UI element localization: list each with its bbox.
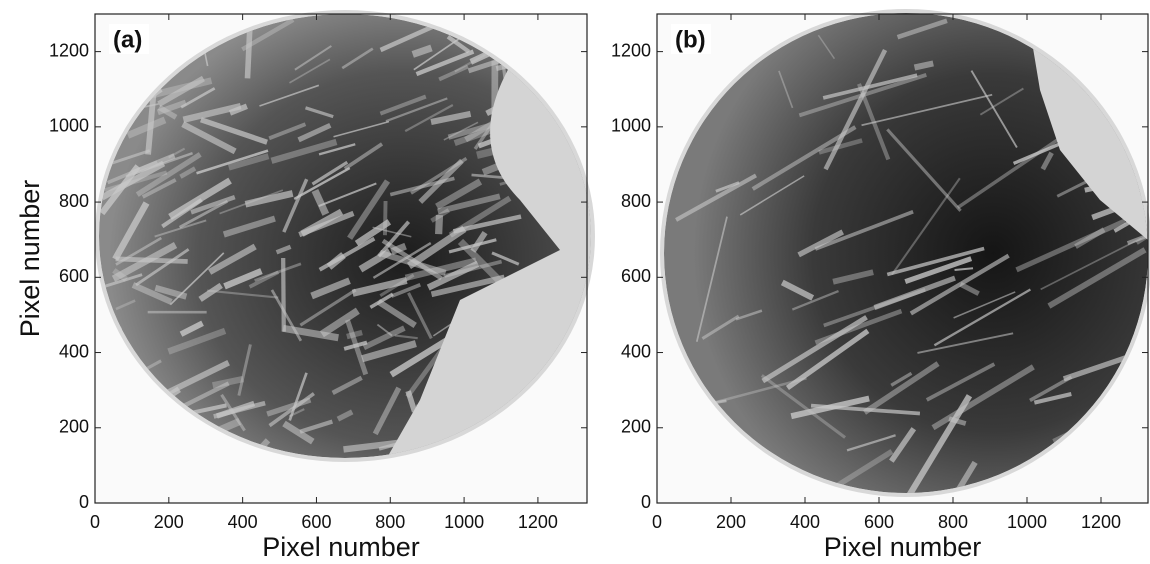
x-tick-label: 0 [90, 512, 100, 532]
y-tick-label: 1200 [611, 40, 651, 60]
y-tick-label: 1000 [611, 116, 651, 136]
crystal [914, 63, 933, 67]
crystal [439, 215, 440, 234]
y-tick-label: 800 [621, 191, 651, 211]
x-axis-label: Pixel number [262, 532, 420, 562]
y-tick-label: 0 [79, 492, 89, 512]
crystal [385, 201, 386, 235]
figure: 0 200 400 600 800 1000 1200 0 200 400 600 800 1000 12… [0, 0, 1150, 564]
y-tick-label: 1000 [49, 116, 89, 136]
crystal [283, 258, 284, 332]
y-tick-label: 200 [621, 417, 651, 437]
crystal [389, 1, 419, 15]
x-tick-label: 800 [375, 512, 405, 532]
x-tick-label: 0 [652, 512, 662, 532]
x-tick-label: 1000 [1007, 512, 1047, 532]
y-tick-label: 0 [641, 492, 651, 512]
x-tick-label: 200 [154, 512, 184, 532]
x-tick-label: 1000 [444, 512, 484, 532]
x-tick-label: 800 [938, 512, 968, 532]
x-tick-label: 600 [864, 512, 894, 532]
y-tick-label: 600 [621, 266, 651, 286]
y-tick-label: 200 [59, 417, 89, 437]
crystal [347, 333, 362, 337]
x-tick-label: 600 [301, 512, 331, 532]
panel-label: (a) [113, 26, 142, 53]
y-tick-label: 400 [59, 341, 89, 361]
y-tick-label: 1200 [49, 40, 89, 60]
x-tick-label: 400 [228, 512, 258, 532]
panel-label: (b) [675, 26, 706, 53]
x-tick-label: 1200 [518, 512, 558, 532]
x-tick-label: 1200 [1081, 512, 1121, 532]
y-axis-label: Pixel number [15, 180, 45, 338]
y-tick-label: 800 [59, 191, 89, 211]
x-tick-label: 400 [790, 512, 820, 532]
x-tick-label: 200 [716, 512, 746, 532]
crystal [39, 449, 104, 477]
y-tick-label: 600 [59, 266, 89, 286]
crystal [247, 27, 249, 79]
y-tick-label: 400 [621, 341, 651, 361]
x-axis-label: Pixel number [824, 532, 982, 562]
